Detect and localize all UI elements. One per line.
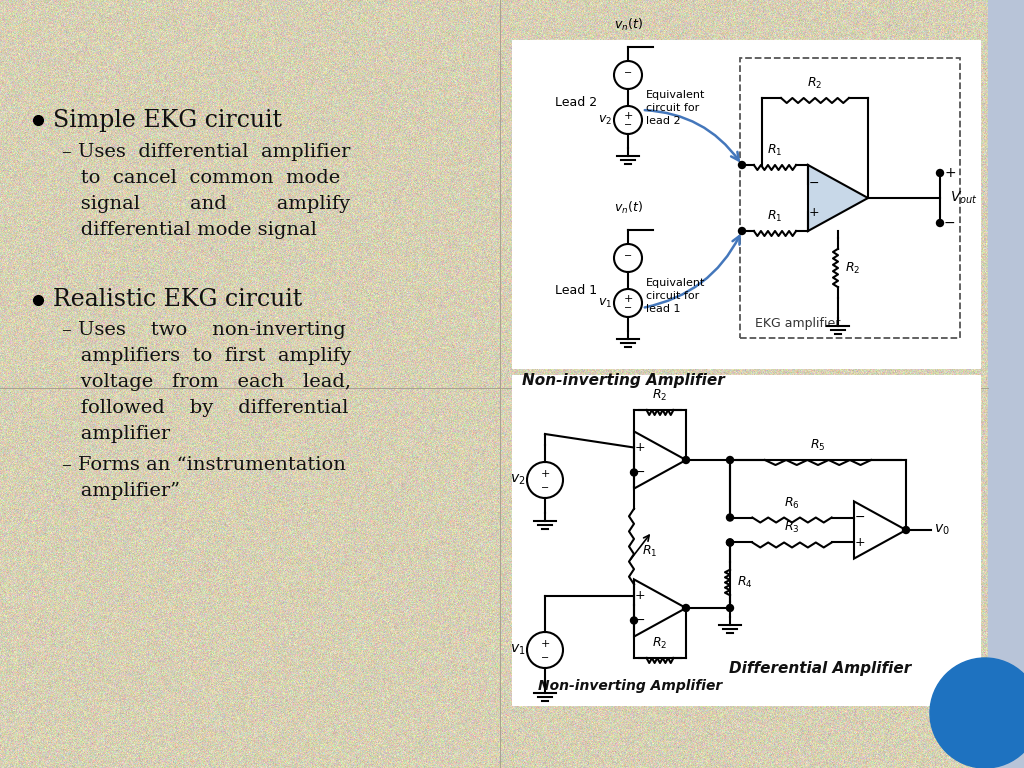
Circle shape xyxy=(631,469,638,476)
Text: – Forms an “instrumentation: – Forms an “instrumentation xyxy=(62,456,346,474)
Circle shape xyxy=(738,161,745,168)
Text: −: − xyxy=(541,653,549,663)
Text: to  cancel  common  mode: to cancel common mode xyxy=(62,169,340,187)
Text: −: − xyxy=(809,177,819,190)
Text: EKG amplifier: EKG amplifier xyxy=(755,317,841,330)
Text: +: + xyxy=(809,206,819,219)
FancyArrowPatch shape xyxy=(645,236,739,307)
Text: $R_2$: $R_2$ xyxy=(652,388,668,403)
Text: +: + xyxy=(541,468,550,478)
Text: – Uses    two    non-inverting: – Uses two non-inverting xyxy=(62,321,346,339)
Text: +: + xyxy=(624,294,633,304)
Text: $R_1$: $R_1$ xyxy=(642,544,657,559)
Text: −: − xyxy=(624,303,632,313)
Text: followed    by    differential: followed by differential xyxy=(62,399,348,417)
Text: Equivalent: Equivalent xyxy=(646,90,706,100)
Text: – Uses  differential  amplifier: – Uses differential amplifier xyxy=(62,143,350,161)
Text: $v_n(t)$: $v_n(t)$ xyxy=(613,200,642,216)
Polygon shape xyxy=(854,502,906,558)
Polygon shape xyxy=(634,579,686,637)
Text: circuit for: circuit for xyxy=(646,103,699,113)
Text: $R_1$: $R_1$ xyxy=(767,143,782,158)
Circle shape xyxy=(726,539,733,546)
Circle shape xyxy=(726,539,733,546)
Text: +: + xyxy=(624,111,633,121)
Text: Simple EKG circuit: Simple EKG circuit xyxy=(53,108,282,131)
Text: +: + xyxy=(855,536,865,549)
Text: −: − xyxy=(635,466,645,479)
Text: $V_{out}$: $V_{out}$ xyxy=(950,190,978,206)
Text: −: − xyxy=(624,68,632,78)
Text: amplifiers  to  first  amplify: amplifiers to first amplify xyxy=(62,347,351,365)
Text: $R_1$: $R_1$ xyxy=(767,209,782,224)
Circle shape xyxy=(614,106,642,134)
Text: −: − xyxy=(541,482,549,492)
Circle shape xyxy=(614,289,642,317)
Circle shape xyxy=(614,61,642,89)
Text: $v_2$: $v_2$ xyxy=(598,114,612,127)
Bar xyxy=(512,375,980,705)
Text: Non-inverting Amplifier: Non-inverting Amplifier xyxy=(522,372,725,388)
Circle shape xyxy=(738,227,745,234)
Circle shape xyxy=(937,170,943,177)
Circle shape xyxy=(726,604,733,611)
Text: lead 1: lead 1 xyxy=(646,304,681,314)
Circle shape xyxy=(527,632,563,668)
Text: −: − xyxy=(624,120,632,130)
Bar xyxy=(740,58,961,338)
Text: Realistic EKG circuit: Realistic EKG circuit xyxy=(53,289,302,312)
Text: $R_5$: $R_5$ xyxy=(810,438,825,453)
Text: amplifier: amplifier xyxy=(62,425,170,443)
Text: signal        and        amplify: signal and amplify xyxy=(62,195,350,213)
Text: −: − xyxy=(624,251,632,261)
Circle shape xyxy=(726,456,733,464)
Text: $v_1$: $v_1$ xyxy=(510,643,525,657)
Circle shape xyxy=(614,244,642,272)
Text: $v_1$: $v_1$ xyxy=(598,296,612,310)
Text: lead 2: lead 2 xyxy=(646,116,681,126)
Text: amplifier”: amplifier” xyxy=(62,482,180,500)
Circle shape xyxy=(902,527,909,534)
Text: Lead 2: Lead 2 xyxy=(555,95,597,108)
Text: −: − xyxy=(944,216,955,230)
Text: voltage   from   each   lead,: voltage from each lead, xyxy=(62,373,351,391)
Circle shape xyxy=(930,658,1024,768)
Text: +: + xyxy=(635,441,645,454)
Text: Differential Amplifier: Differential Amplifier xyxy=(729,660,911,676)
Text: Lead 1: Lead 1 xyxy=(555,284,597,297)
Polygon shape xyxy=(808,165,868,231)
Text: $R_3$: $R_3$ xyxy=(784,521,800,535)
Bar xyxy=(988,0,1024,768)
Circle shape xyxy=(631,617,638,624)
Circle shape xyxy=(937,220,943,227)
Text: $R_2$: $R_2$ xyxy=(845,260,860,276)
Text: $R_4$: $R_4$ xyxy=(737,575,753,590)
Text: Equivalent: Equivalent xyxy=(646,278,706,288)
Text: $v_n(t)$: $v_n(t)$ xyxy=(613,17,642,33)
Text: −: − xyxy=(635,614,645,627)
Text: $R_2$: $R_2$ xyxy=(807,76,822,91)
Circle shape xyxy=(683,604,689,611)
Text: $v_0$: $v_0$ xyxy=(934,523,949,537)
Circle shape xyxy=(726,514,733,521)
Text: $R_2$: $R_2$ xyxy=(652,636,668,651)
Circle shape xyxy=(527,462,563,498)
Text: $R_6$: $R_6$ xyxy=(784,495,800,511)
Polygon shape xyxy=(634,432,686,488)
Text: +: + xyxy=(944,166,955,180)
FancyArrowPatch shape xyxy=(645,110,738,161)
Text: differential mode signal: differential mode signal xyxy=(62,221,316,239)
Text: −: − xyxy=(855,511,865,524)
Text: $v_2$: $v_2$ xyxy=(510,473,525,487)
Text: circuit for: circuit for xyxy=(646,291,699,301)
Bar xyxy=(512,40,980,368)
Text: Non-inverting Amplifier: Non-inverting Amplifier xyxy=(538,679,722,693)
Text: +: + xyxy=(635,589,645,602)
Circle shape xyxy=(683,456,689,464)
Text: +: + xyxy=(541,639,550,649)
